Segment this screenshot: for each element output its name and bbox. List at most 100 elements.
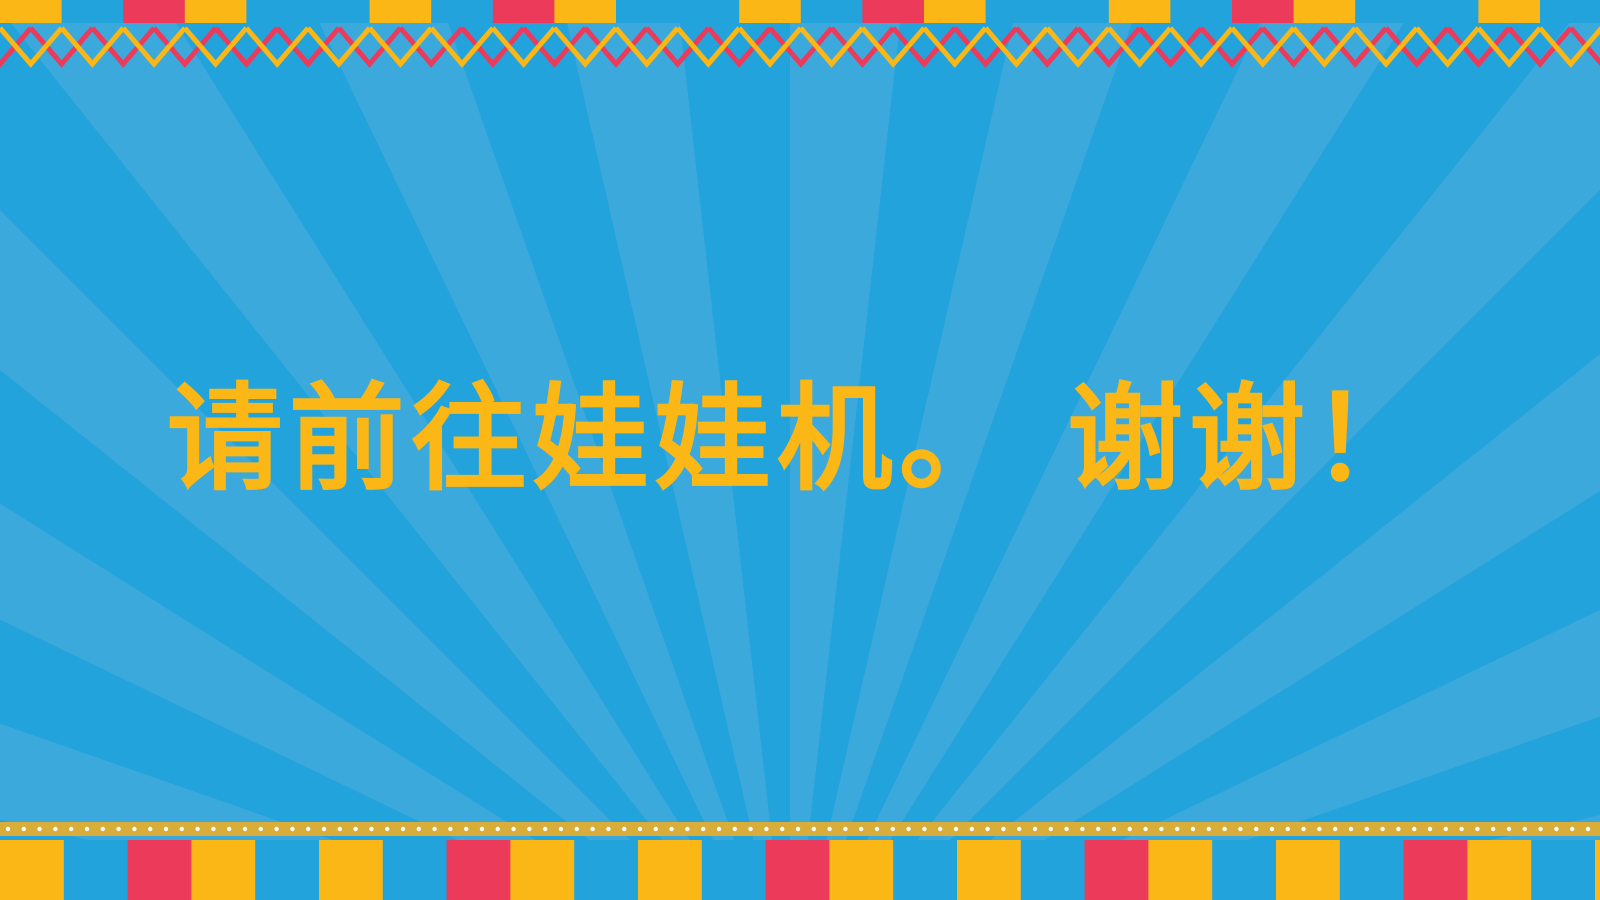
top-color-block	[184, 0, 247, 23]
top-color-block	[369, 0, 432, 23]
marquee-light	[1285, 826, 1291, 832]
marquee-light	[148, 826, 153, 832]
marquee-light	[543, 826, 548, 832]
zigzag-red	[0, 26, 1600, 68]
marquee-light	[1585, 826, 1591, 832]
bottom-color-block	[382, 840, 448, 900]
marquee-light	[716, 826, 722, 832]
marquee-light	[1206, 826, 1212, 832]
bottom-color-block	[1403, 840, 1468, 900]
bottom-color-block	[1595, 840, 1600, 900]
marquee-light	[116, 826, 121, 832]
top-color-block	[924, 0, 987, 23]
marquee-light	[1127, 826, 1133, 832]
top-color-block	[1293, 0, 1356, 23]
marquee-light	[874, 826, 880, 832]
marquee-light	[290, 826, 295, 832]
bottom-color-block	[191, 840, 256, 900]
marquee-light	[195, 826, 200, 832]
marquee-light	[258, 826, 263, 832]
marquee-light	[1269, 826, 1275, 832]
marquee-light	[1301, 826, 1306, 832]
marquee-light	[590, 826, 595, 832]
bottom-color-block	[701, 840, 767, 900]
marquee-light	[1032, 826, 1038, 832]
marquee-light	[637, 826, 643, 832]
marquee-light	[827, 826, 832, 832]
sunburst-ray	[308, 0, 756, 900]
marquee-light	[306, 826, 311, 832]
bottom-color-block	[1020, 840, 1086, 900]
bottom-color-block	[638, 840, 703, 900]
marquee-light	[1159, 826, 1164, 832]
bottom-color-block	[0, 840, 65, 900]
marquee-light	[669, 826, 674, 832]
marquee-light	[337, 826, 342, 832]
marquee-light	[606, 826, 611, 832]
marquee-light	[1427, 826, 1433, 832]
marquee-light	[432, 826, 437, 832]
top-color-block	[431, 0, 494, 23]
marquee-light	[100, 826, 106, 832]
marquee-light	[227, 826, 232, 832]
top-color-block	[1355, 0, 1418, 23]
sunburst-ray	[561, 0, 779, 900]
marquee-light	[685, 826, 690, 832]
bottom-color-block	[63, 840, 129, 900]
bottom-color-block	[1339, 840, 1405, 900]
top-color-block	[985, 0, 1048, 23]
marquee-light	[527, 826, 532, 832]
sunburst-ray	[915, 354, 1600, 900]
marquee-light	[1175, 826, 1180, 832]
marquee-light	[69, 826, 74, 832]
marquee-light	[890, 826, 895, 832]
marquee-light	[1001, 826, 1006, 832]
top-color-block	[1416, 0, 1479, 23]
top-color-block	[1170, 0, 1233, 23]
top-color-block	[862, 0, 925, 23]
marquee-light	[479, 826, 485, 832]
marquee-light	[1238, 826, 1243, 832]
marquee-light	[1348, 826, 1354, 832]
bottom-color-block	[957, 840, 1022, 900]
bottom-color-block	[319, 840, 384, 900]
marquee-light	[859, 826, 864, 832]
marquee-light	[1570, 826, 1575, 832]
top-color-block	[554, 0, 617, 23]
sunburst-ray	[869, 0, 1600, 900]
marquee-light	[1096, 826, 1101, 832]
marquee-light	[1380, 826, 1385, 832]
top-color-block	[1047, 0, 1110, 23]
marquee-light	[163, 826, 169, 832]
marquee-light	[1111, 826, 1117, 832]
marquee-light	[985, 826, 990, 832]
top-color-block	[1540, 0, 1600, 23]
marquee-light	[400, 826, 406, 832]
marquee-light	[1554, 826, 1559, 832]
marquee-light	[1443, 826, 1449, 832]
marquee-light	[1048, 826, 1054, 832]
marquee-light	[1491, 826, 1496, 832]
marquee-light	[558, 826, 564, 832]
marquee-light	[622, 826, 627, 832]
marquee-light	[1412, 826, 1417, 832]
bottom-color-block	[255, 840, 320, 900]
bottom-color-block	[1084, 840, 1149, 900]
marquee-light	[1538, 826, 1543, 832]
bottom-marquee-banner	[0, 822, 1600, 900]
bottom-color-block	[765, 840, 830, 900]
bottom-color-block	[127, 840, 192, 900]
top-color-block	[1108, 0, 1171, 23]
top-color-block	[61, 0, 124, 23]
marquee-light	[922, 826, 927, 832]
marquee-light	[1190, 826, 1196, 832]
top-color-block	[0, 0, 63, 23]
top-color-block	[616, 0, 679, 23]
marquee-light	[1522, 826, 1528, 832]
marquee-light	[495, 826, 500, 832]
marquee-light	[843, 826, 848, 832]
zigzag-yellow	[0, 26, 1600, 68]
marquee-light	[732, 826, 737, 832]
